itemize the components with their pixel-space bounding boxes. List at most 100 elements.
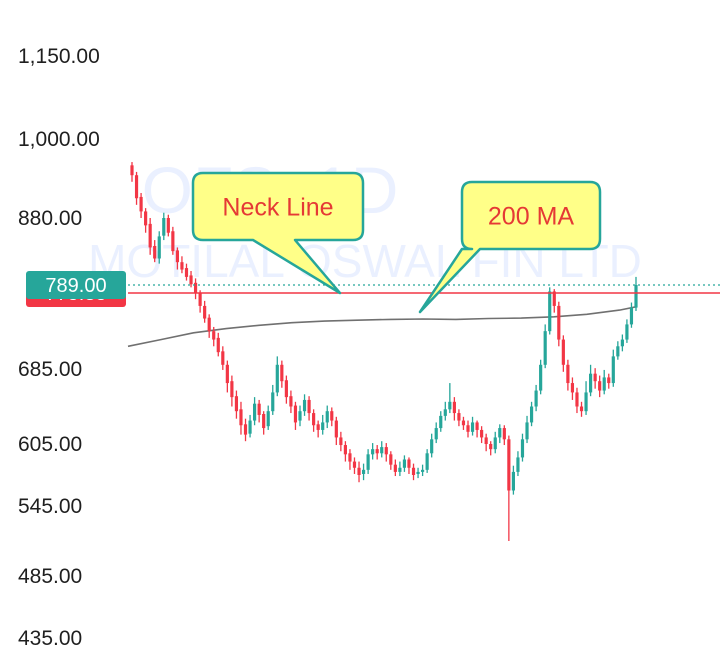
candle-body xyxy=(307,399,311,414)
candle-body xyxy=(489,444,493,450)
candle-body xyxy=(557,305,561,340)
candle-body xyxy=(475,422,479,430)
candle xyxy=(375,445,379,460)
candle xyxy=(484,433,488,452)
candle xyxy=(166,214,170,237)
candle xyxy=(575,387,579,414)
candle-body xyxy=(157,236,161,259)
candle xyxy=(430,433,434,458)
callouts: Neck Line 200 MA xyxy=(191,171,602,314)
candle xyxy=(416,467,420,479)
candle-body xyxy=(139,196,143,212)
candle xyxy=(616,341,620,360)
candle xyxy=(361,463,366,481)
candle-body xyxy=(248,420,252,434)
candle-body xyxy=(448,401,452,410)
candle-body xyxy=(525,422,529,440)
candle-body xyxy=(625,324,629,340)
candle-body xyxy=(203,305,207,319)
candle xyxy=(275,356,279,397)
candle-body xyxy=(289,396,293,407)
candle-body xyxy=(534,390,538,407)
candle xyxy=(284,375,288,404)
candle xyxy=(134,171,139,205)
candle xyxy=(561,335,565,372)
current-price-tag-bg xyxy=(26,271,126,299)
candle-body xyxy=(243,424,248,435)
candle xyxy=(162,212,166,241)
candle xyxy=(262,411,266,435)
candle xyxy=(343,441,347,462)
candle xyxy=(302,394,307,416)
candle xyxy=(339,431,343,452)
candle xyxy=(198,290,202,313)
candle xyxy=(189,271,193,288)
y-axis: 1,150.00 1,000.00 880.00 685.00 605.00 545.00… xyxy=(18,45,100,646)
candle xyxy=(221,346,225,370)
candle-body xyxy=(561,339,565,365)
candle xyxy=(570,377,575,400)
candle-body xyxy=(175,250,179,263)
candles-layer xyxy=(130,162,638,541)
candle xyxy=(543,324,547,369)
candle xyxy=(393,459,397,477)
candle-body xyxy=(466,425,470,432)
candle xyxy=(557,301,561,347)
candle xyxy=(461,416,466,430)
candle xyxy=(316,420,320,438)
candle xyxy=(466,420,470,438)
candle xyxy=(352,457,357,474)
y-tick-label: 685.00 xyxy=(18,358,82,381)
candle-body xyxy=(166,218,170,233)
candle xyxy=(566,359,570,391)
candle-body xyxy=(257,403,261,415)
candle xyxy=(203,300,207,323)
candle xyxy=(611,349,615,387)
candle-body xyxy=(470,422,475,432)
candle xyxy=(629,302,634,328)
candle xyxy=(257,399,261,423)
candle xyxy=(398,461,402,477)
candle xyxy=(298,405,302,427)
candle xyxy=(230,375,234,407)
candle xyxy=(425,449,429,473)
candle xyxy=(593,368,597,389)
y-tick-label: 605.00 xyxy=(18,433,82,456)
candle-body xyxy=(162,218,166,236)
candle-body xyxy=(598,381,602,391)
candle-body xyxy=(380,447,384,454)
candle xyxy=(529,401,534,427)
y-tick-label: 485.00 xyxy=(18,565,82,588)
candle-body xyxy=(312,413,316,426)
candle-body xyxy=(275,364,279,393)
candle-body xyxy=(266,411,270,427)
y-tick-label: 1,000.00 xyxy=(18,128,100,151)
candle-body xyxy=(262,414,266,429)
candle xyxy=(589,364,593,397)
candle xyxy=(525,415,529,444)
candle-body xyxy=(130,165,134,176)
candle-body xyxy=(398,467,402,472)
candle xyxy=(498,424,502,444)
ma-200-callout-bubble xyxy=(418,180,602,314)
candle xyxy=(411,463,416,481)
candle xyxy=(207,314,211,338)
y-tick-label: 1,150.00 xyxy=(18,45,100,68)
candle-body xyxy=(189,275,193,285)
candle xyxy=(475,420,479,438)
candle xyxy=(357,461,361,483)
candle-body xyxy=(548,291,552,332)
candle-body xyxy=(539,364,543,391)
candle xyxy=(384,443,388,462)
candle xyxy=(607,373,611,389)
candle-body xyxy=(225,364,229,384)
candle-body xyxy=(511,471,515,491)
candle-body xyxy=(507,439,511,491)
neck-line-callout-text: Neck Line xyxy=(222,194,333,222)
candle xyxy=(502,425,506,446)
candle-body xyxy=(343,445,347,455)
candle-body xyxy=(198,292,202,306)
candle xyxy=(248,414,252,438)
candle-body xyxy=(634,285,638,308)
